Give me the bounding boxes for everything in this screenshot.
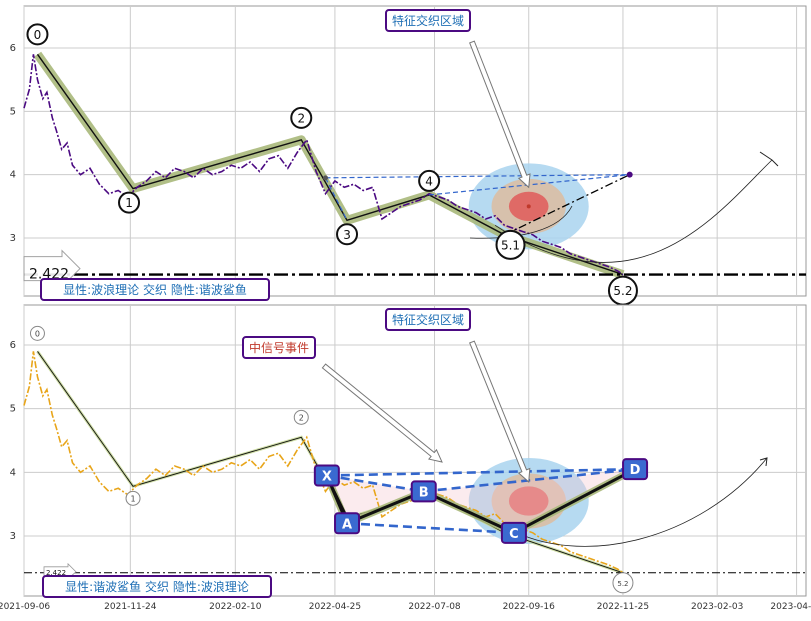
y-tick-label: 4 — [10, 170, 16, 181]
bottom-pattern-dashed — [423, 467, 636, 493]
top-projection-start — [322, 175, 328, 181]
y-tick-label: 6 — [10, 43, 16, 54]
y-tick-label: 6 — [10, 340, 16, 351]
bottom-panel: 3 4 5 6 2.422 0 1 2 5.2 X A B C D 特征交织区域中信号事件显性:谐波鲨鱼 … — [10, 304, 807, 598]
bottom-pattern-label: A — [342, 517, 352, 532]
bottom-wave-marker — [293, 409, 309, 425]
bottom-signal-label-box — [242, 336, 316, 359]
bottom-signal-label: 中信号事件 — [249, 340, 309, 355]
bottom-wave-label: 5.2 — [617, 580, 628, 588]
top-projection-end — [626, 171, 633, 178]
bottom-pattern-dashed — [326, 474, 424, 493]
bottom-pattern-leg — [513, 467, 636, 535]
x-tick-label: 2022-09-16 — [503, 602, 556, 612]
bottom-pattern-marker — [622, 458, 649, 481]
bottom-region-label-box — [385, 308, 471, 331]
top-grid — [23, 6, 806, 296]
top-region-center — [526, 204, 531, 209]
bottom-pattern-marker — [313, 464, 340, 487]
bottom-wave-marker — [29, 325, 45, 341]
bottom-wave-marker — [612, 572, 634, 594]
bottom-pattern-marker — [410, 480, 437, 503]
top-wave-label: 1 — [125, 196, 133, 210]
top-wave-label: 3 — [343, 228, 351, 242]
y-tick-label: 5 — [10, 404, 16, 415]
top-inner-curve — [469, 205, 573, 239]
bottom-region-blob-inner — [508, 486, 549, 516]
bottom-grid — [23, 305, 806, 596]
top-legend-label: 显性:波浪理论 交织 隐性:谐波鲨鱼 — [63, 282, 247, 297]
bottom-pattern-fill-2 — [423, 469, 636, 533]
y-tick-label: 3 — [10, 531, 16, 542]
top-wave-label: 2 — [297, 111, 305, 125]
bottom-legend-label-box — [42, 575, 272, 598]
top-wave-marker — [418, 169, 441, 192]
x-tick-label: 2022-02-10 — [209, 602, 262, 612]
x-tick-label: 2023-02-03 — [691, 602, 743, 612]
bottom-panel-frame — [23, 304, 807, 597]
top-curve-projection — [494, 159, 773, 263]
x-tick-label: 2023-04-03 — [770, 602, 811, 612]
top-price-series — [23, 54, 624, 276]
bottom-pattern-label: D — [630, 463, 641, 478]
bottom-wave-marker — [125, 490, 141, 506]
top-wave-label: 5.1 — [501, 238, 520, 252]
x-tick-label: 2021-11-24 — [104, 602, 157, 612]
top-region-label-box — [385, 9, 471, 32]
y-tick-label: 5 — [10, 106, 16, 117]
top-region-label: 特征交织区域 — [392, 13, 464, 28]
x-tick-label: 2022-11-25 — [597, 602, 649, 612]
top-wave-marker — [495, 229, 526, 260]
bottom-y-tick-labels: 3 4 5 6 — [10, 340, 16, 542]
bottom-region-arrow — [469, 340, 531, 483]
y-tick-label: 3 — [10, 233, 16, 244]
bottom-hline-label: 2.422 — [46, 569, 66, 577]
bottom-signal-arrow — [321, 363, 443, 463]
top-wave-marker — [290, 106, 313, 129]
top-trend-dashdot — [504, 174, 630, 236]
top-curve-arrowhead — [759, 151, 779, 167]
bottom-curve-projection — [504, 457, 768, 547]
y-tick-label: 4 — [10, 467, 16, 478]
top-hline-tag — [23, 249, 81, 288]
top-wave-marker — [118, 191, 141, 214]
x-tick-label: 2022-04-25 — [309, 602, 361, 612]
bottom-pattern-label: C — [509, 527, 519, 542]
bottom-pattern-label: B — [419, 485, 429, 500]
top-wave-marker — [26, 23, 49, 46]
top-wave-label: 5.2 — [613, 284, 632, 298]
bottom-pattern-marker — [334, 512, 361, 535]
bottom-wave-label: 0 — [35, 329, 40, 338]
bottom-wave-label: 2 — [299, 413, 304, 422]
bottom-curve-arrowhead — [759, 457, 768, 467]
top-y-tick-labels: 3 4 5 6 — [10, 43, 16, 244]
top-region-arrow — [469, 40, 531, 189]
x-tick-label: 2022-07-08 — [408, 602, 461, 612]
bottom-pattern-label: X — [322, 470, 332, 485]
top-projection-1 — [325, 174, 630, 179]
top-wave-marker — [336, 223, 359, 246]
bottom-wave-label: 1 — [130, 494, 135, 503]
bottom-region-label: 特征交织区域 — [392, 312, 464, 327]
top-legend-label-box — [40, 278, 270, 301]
bottom-legend-label: 显性:谐波鲨鱼 交织 隐性:波浪理论 — [65, 579, 249, 594]
bottom-pattern-marker — [500, 521, 527, 544]
top-wave-label: 0 — [34, 28, 42, 42]
top-panel-frame — [23, 5, 807, 297]
bottom-pattern-dashed — [326, 467, 636, 477]
x-tick-label: 2021-09-06 — [0, 602, 50, 612]
x-tick-labels: 2021-09-06 2021-11-24 2022-02-10 2022-04-25… — [0, 602, 811, 612]
bottom-pattern-leg — [423, 490, 515, 535]
top-wave-label: 4 — [425, 174, 433, 188]
